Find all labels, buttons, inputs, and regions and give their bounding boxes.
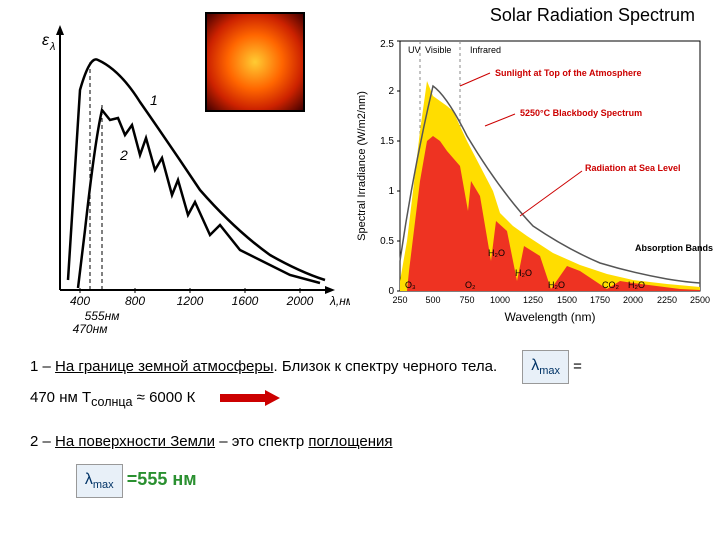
absorption-bands-label: Absorption Bands [635, 243, 713, 253]
svg-text:H₂O: H₂O [628, 280, 645, 290]
svg-text:UV: UV [408, 45, 421, 55]
svg-text:1500: 1500 [557, 295, 577, 305]
xtick-400: 400 [70, 294, 90, 308]
svg-text:2250: 2250 [657, 295, 677, 305]
arrow-icon [220, 390, 280, 406]
legend-top-atm: Sunlight at Top of the Atmosphere [495, 68, 642, 78]
description-text: 1 – На границе земной атмосферы. Близок … [0, 340, 720, 508]
svg-text:H₂O: H₂O [515, 268, 532, 278]
annot-470: 470нм [73, 322, 108, 336]
xtick-800: 800 [125, 294, 145, 308]
lambda-max-box-1: λmax [522, 350, 569, 384]
text-line2: 470 нм Тсолнца ≈ 6000 К [30, 386, 690, 412]
line3-mid: – это спектр [215, 433, 308, 450]
svg-text:250: 250 [392, 295, 407, 305]
svg-text:2.5: 2.5 [380, 39, 394, 50]
line2-a: 470 нм Т [30, 389, 91, 406]
svg-text:2000: 2000 [623, 295, 643, 305]
text-line4: λmax =555 нм [30, 464, 690, 498]
svg-text:750: 750 [459, 295, 474, 305]
line3-prefix: 2 – [30, 433, 55, 450]
svg-text:ε: ε [42, 32, 50, 49]
svg-text:O₂: O₂ [465, 280, 476, 290]
line1-suffix: . Близок к спектру черного тела. [274, 358, 498, 375]
xtick-1600: 1600 [232, 294, 259, 308]
svg-text:H₂O: H₂O [488, 248, 505, 258]
lambda-value-555: =555 нм [127, 469, 197, 489]
svg-text:2500: 2500 [690, 295, 710, 305]
sun-photo [205, 12, 305, 112]
svg-text:O₃: O₃ [405, 280, 416, 290]
text-line3: 2 – На поверхности Земли – это спектр по… [30, 430, 690, 454]
legend-blackbody: 5250°C Blackbody Spectrum [520, 108, 642, 118]
svg-text:0.5: 0.5 [380, 236, 394, 247]
charts-row: ε λ 400 800 1200 1600 2000 λ,нм [0, 0, 720, 340]
svg-text:2: 2 [388, 86, 394, 97]
svg-text:500: 500 [425, 295, 440, 305]
solar-spectrum-chart: 0 0.5 1 1.5 2 2.5 250 500 750 [350, 26, 720, 336]
right-chart-title: Solar Radiation Spectrum [350, 5, 715, 26]
equals-sign: = [573, 358, 582, 375]
svg-text:1750: 1750 [590, 295, 610, 305]
line1-underline: На границе земной атмосферы [55, 358, 273, 375]
svg-text:λ: λ [49, 41, 55, 53]
annot-555: 555нм [85, 309, 120, 323]
right-xlabel: Wavelength (nm) [505, 310, 596, 324]
line2-sub: солнца [91, 395, 132, 409]
right-chart-container: Solar Radiation Spectrum 0 0.5 1 1.5 2 2… [345, 0, 720, 340]
xtick-2000: 2000 [286, 294, 314, 308]
xtick-1200: 1200 [177, 294, 204, 308]
right-ylabel: Spectral Irradiance (W/m2/nm) [356, 91, 368, 241]
svg-text:H₂O: H₂O [548, 280, 565, 290]
curve2-label: 2 [119, 147, 128, 163]
svg-text:1000: 1000 [490, 295, 510, 305]
lambda-max-box-2: λmax [76, 464, 123, 498]
svg-text:1.5: 1.5 [380, 136, 394, 147]
left-chart-container: ε λ 400 800 1200 1600 2000 λ,нм [0, 0, 345, 340]
svg-text:1: 1 [388, 186, 394, 197]
svg-text:CO₂: CO₂ [602, 280, 620, 290]
svg-text:1250: 1250 [523, 295, 543, 305]
svg-text:Visible: Visible [425, 45, 451, 55]
svg-text:Infrared: Infrared [470, 45, 501, 55]
legend-sea-level: Radiation at Sea Level [585, 163, 681, 173]
line3-underline2: поглощения [308, 433, 392, 450]
curve1-label: 1 [150, 92, 158, 108]
text-line1: 1 – На границе земной атмосферы. Близок … [30, 350, 690, 384]
line3-underline1: На поверхности Земли [55, 433, 215, 450]
line2-b: ≈ 6000 К [133, 389, 196, 406]
line1-prefix: 1 – [30, 358, 55, 375]
